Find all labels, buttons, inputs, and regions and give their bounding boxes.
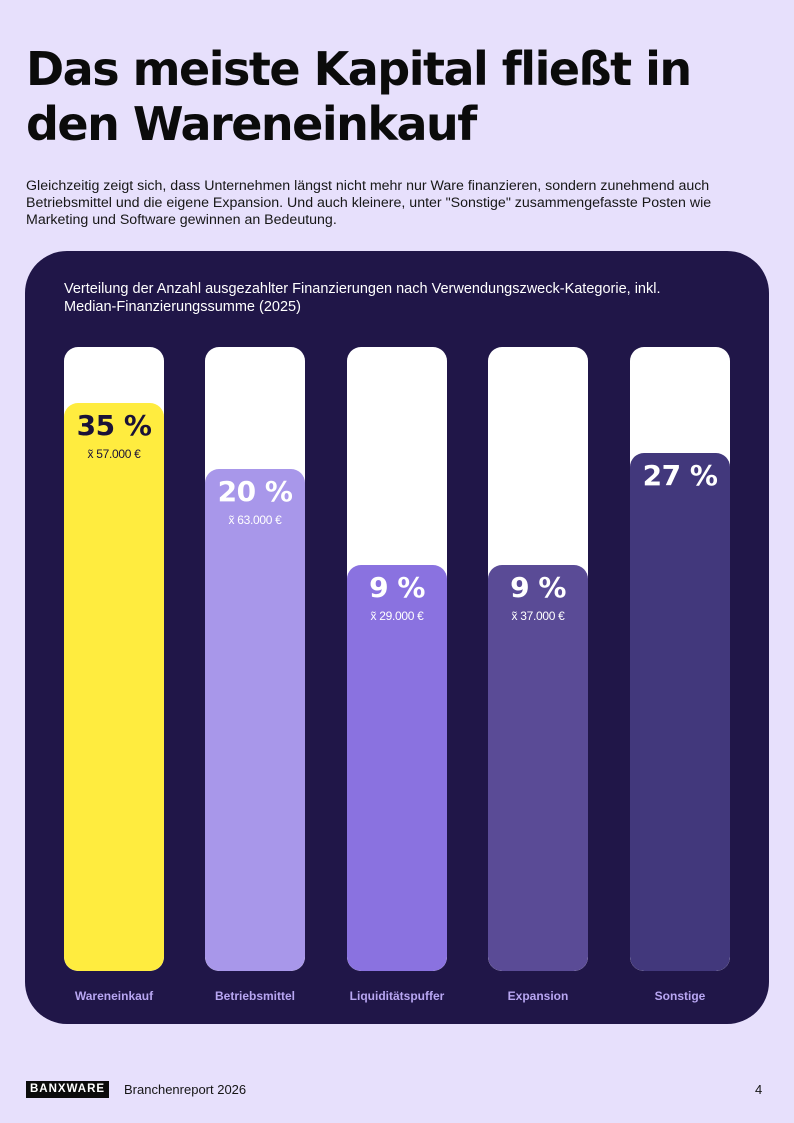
category-label: Wareneinkauf xyxy=(74,989,154,1003)
bar-median-label: x̃ 63.000 € xyxy=(228,513,282,527)
bar-4: 27 % xyxy=(630,453,730,971)
banxware-logo: BANXWARE xyxy=(26,1081,110,1098)
page-title: Das meiste Kapital fließt in den Warenei… xyxy=(26,42,692,151)
bar-median-label: x̃ 57.000 € xyxy=(87,447,141,461)
bar-track-4: 27 % xyxy=(630,347,730,971)
report-name: Branchenreport 2026 xyxy=(124,1082,247,1097)
category-label: Sonstige xyxy=(654,989,706,1003)
bar-median-label: x̃ 37.000 € xyxy=(511,609,565,623)
bar-value-label: 9 % xyxy=(369,571,425,604)
bar-track-3: 9 % x̃ 37.000 € xyxy=(488,347,588,971)
bar-track-0: 35 % x̃ 57.000 € xyxy=(64,347,164,971)
bar-track-1: 20 % x̃ 63.000 € xyxy=(205,347,305,971)
bar-2: 9 % x̃ 29.000 € xyxy=(347,565,447,971)
bar-0: 35 % x̃ 57.000 € xyxy=(64,403,164,971)
category-label: Betriebsmittel xyxy=(214,989,296,1003)
bar-3: 9 % x̃ 37.000 € xyxy=(488,565,588,971)
bar-value-label: 35 % xyxy=(76,409,152,442)
bar-track-2: 9 % x̃ 29.000 € xyxy=(347,347,447,971)
category-label: Expansion xyxy=(507,989,569,1003)
bar-median-label: x̃ 29.000 € xyxy=(370,609,424,623)
bar-1: 20 % x̃ 63.000 € xyxy=(205,469,305,971)
bar-value-label: 9 % xyxy=(510,571,566,604)
bar-value-label: 20 % xyxy=(217,475,293,508)
chart-panel: Verteilung der Anzahl ausgezahlter Finan… xyxy=(25,251,769,1024)
category-label: Liquiditätspuffer xyxy=(349,989,445,1003)
page-number: 4 xyxy=(755,1082,763,1097)
chart-title: Verteilung der Anzahl ausgezahlter Finan… xyxy=(64,281,661,315)
intro-paragraph: Gleichzeitig zeigt sich, dass Unternehme… xyxy=(26,178,712,228)
bar-value-label: 27 % xyxy=(642,459,718,492)
